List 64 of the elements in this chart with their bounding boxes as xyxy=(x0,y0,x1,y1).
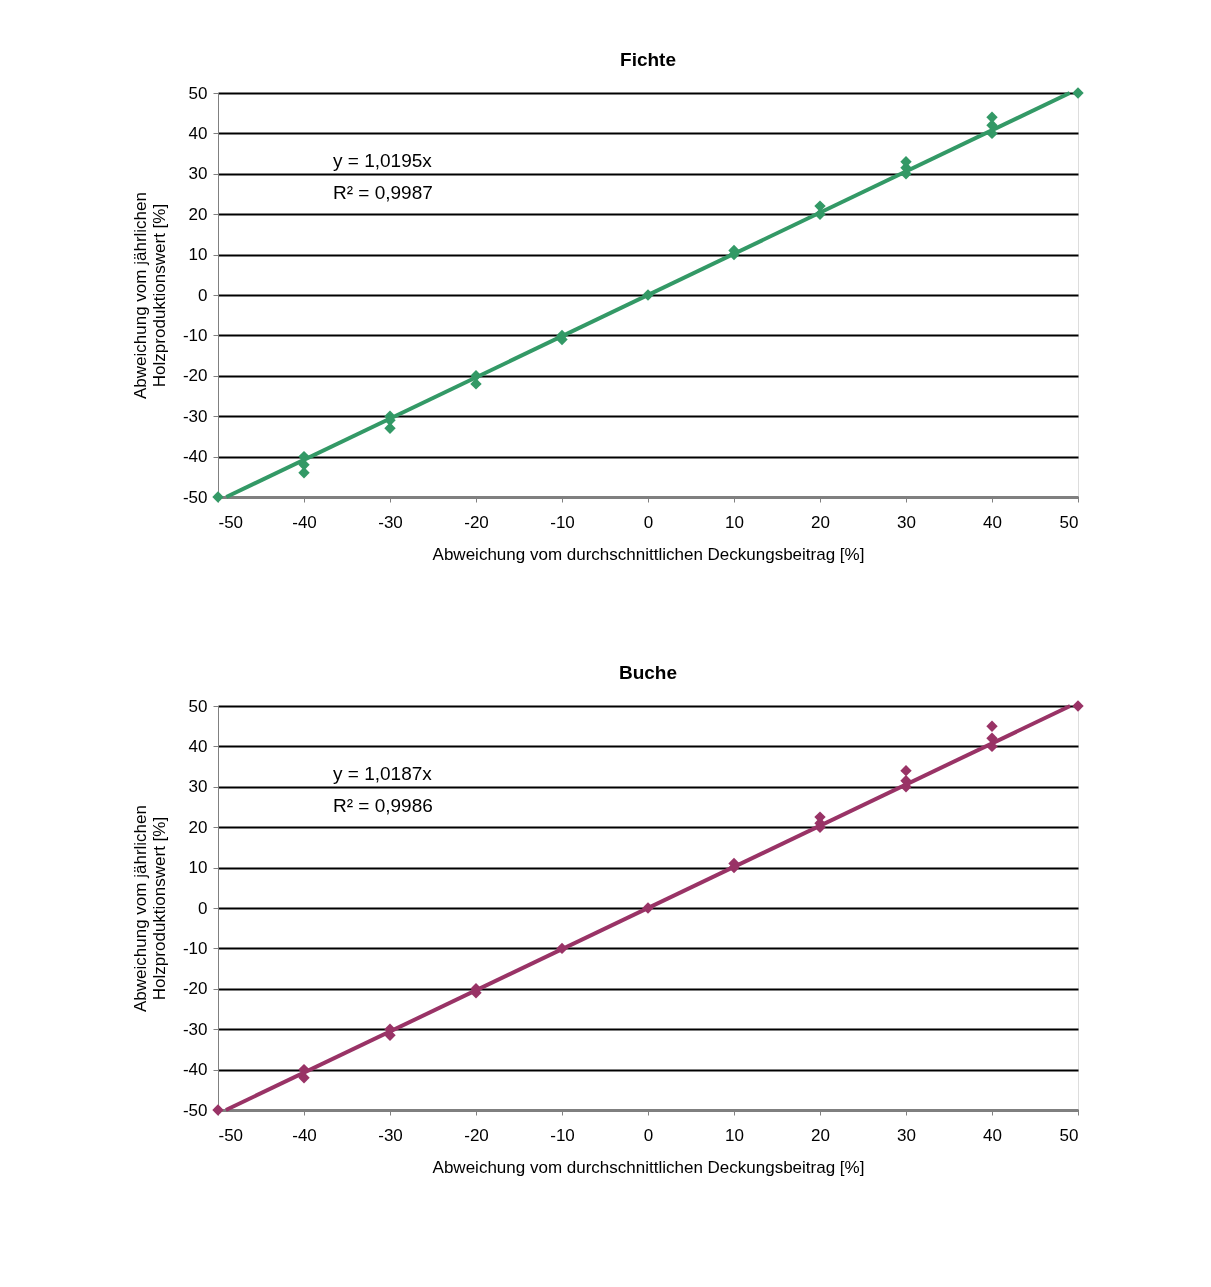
x-tick-label: 40 xyxy=(983,512,1002,532)
annotation: R² = 0,9986 xyxy=(333,795,433,816)
annotation: R² = 0,9987 xyxy=(333,182,433,203)
point xyxy=(986,111,998,123)
point xyxy=(470,378,482,390)
x-tick-label: 30 xyxy=(897,512,916,532)
x-tick-label: -50 xyxy=(218,1125,244,1145)
y-tick-label: -30 xyxy=(182,1019,208,1039)
y-tick-label: -10 xyxy=(182,325,208,345)
x-tick-label: 10 xyxy=(725,512,744,532)
y-tick-label: -50 xyxy=(182,487,208,507)
x-tick-label: -30 xyxy=(378,512,403,532)
y-tick-label: -40 xyxy=(182,1060,208,1080)
y-tick-label: -20 xyxy=(182,979,208,999)
x-tick-label: 50 xyxy=(1059,1125,1079,1145)
x-tick-label: 0 xyxy=(643,512,654,532)
x-tick-label: 0 xyxy=(643,1125,654,1145)
point xyxy=(1072,700,1084,712)
x-tick-label: -20 xyxy=(464,1125,489,1145)
y-tick-label: -20 xyxy=(182,366,208,386)
y-tick-label: -10 xyxy=(182,938,208,958)
x-tick-label: 30 xyxy=(897,1125,916,1145)
x-tick-label: -40 xyxy=(292,512,317,532)
chart-title: Fichte xyxy=(620,49,676,70)
x-tick-label: -10 xyxy=(550,512,575,532)
y-tick-label: -30 xyxy=(182,406,208,426)
y-tick-label: 30 xyxy=(188,777,208,797)
y-tick-label: -40 xyxy=(182,447,208,467)
x-tick-label: -10 xyxy=(550,1125,575,1145)
x-tick-label: 10 xyxy=(725,1125,744,1145)
y-tick-label: 40 xyxy=(188,123,208,143)
annotation: y = 1,0195x xyxy=(333,150,433,171)
y-tick-label: 10 xyxy=(188,858,208,878)
y-tick-label: 50 xyxy=(188,83,208,103)
point xyxy=(986,720,998,732)
x-tick-label: -50 xyxy=(218,512,244,532)
y-tick-label: 20 xyxy=(188,204,208,224)
chart-title: Buche xyxy=(618,662,678,683)
point xyxy=(900,764,912,777)
point xyxy=(212,491,224,503)
y-tick-label: 30 xyxy=(188,164,208,184)
y-tick-label: 50 xyxy=(188,696,208,716)
y-tick-label: -50 xyxy=(182,1100,208,1120)
point xyxy=(814,200,826,212)
point xyxy=(1072,87,1084,99)
y-tick-label: 40 xyxy=(188,736,208,756)
x-tick-label: 20 xyxy=(811,1125,830,1145)
annotation: y = 1,0187x xyxy=(333,763,433,784)
x-tick-label: 40 xyxy=(983,1125,1002,1145)
x-tick-label: -30 xyxy=(378,1125,403,1145)
x-tick-label: -20 xyxy=(464,512,489,532)
x-axis-title: Abweichung vom durchschnittlichen Deckungsbeitrag [%] xyxy=(432,1157,865,1177)
point xyxy=(298,467,310,479)
y-axis-title: Abweichung vom jährlichen Holzproduktionswert [%] xyxy=(130,805,169,1012)
x-tick-label: -40 xyxy=(292,1125,317,1145)
x-tick-label: 20 xyxy=(811,512,830,532)
x-tick-label: 50 xyxy=(1059,512,1079,532)
y-tick-label: 0 xyxy=(198,898,208,918)
point xyxy=(212,1104,224,1116)
y-tick-label: 0 xyxy=(198,285,208,305)
y-axis-title: Abweichung vom jährlichen Holzproduktionswert [%] xyxy=(130,192,169,399)
x-axis-title: Abweichung vom durchschnittlichen Deckungsbeitrag [%] xyxy=(432,544,865,564)
y-tick-label: 20 xyxy=(188,817,208,837)
y-tick-label: 10 xyxy=(188,245,208,265)
